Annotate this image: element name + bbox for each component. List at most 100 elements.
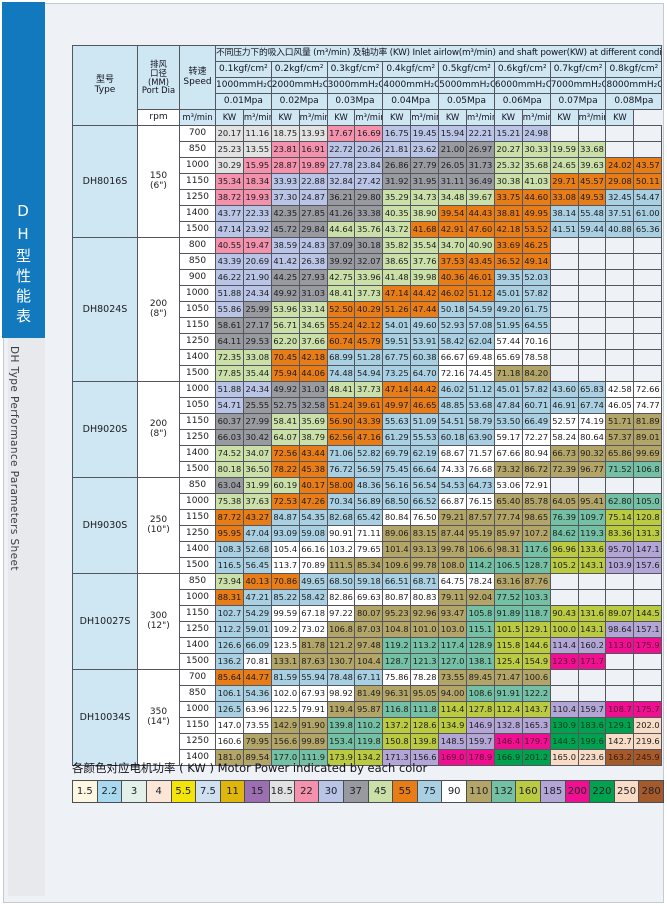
airflow-cell: 109.2 bbox=[270, 621, 300, 638]
shaft-power-cell: 121.3 bbox=[410, 653, 440, 670]
shaft-power-cell: 80.94 bbox=[521, 445, 551, 462]
airflow-cell: 85.97 bbox=[493, 525, 523, 542]
shaft-power-cell: 47.04 bbox=[242, 525, 272, 542]
airflow-cell: 89.07 bbox=[605, 605, 635, 622]
shaft-power-cell: 24.34 bbox=[242, 285, 272, 302]
header-mpa: 0.04Mpa bbox=[382, 93, 440, 110]
shaft-power-cell: 105.8 bbox=[466, 605, 495, 622]
airflow-cell: 123.5 bbox=[270, 637, 300, 654]
shaft-power-cell: 33.38 bbox=[354, 205, 384, 222]
shaft-power-cell: 119.8 bbox=[354, 733, 384, 750]
airflow-cell: 128.7 bbox=[382, 653, 412, 670]
shaft-power-cell: 54.59 bbox=[466, 301, 495, 318]
airflow-cell: 49.97 bbox=[382, 397, 412, 414]
header-mmh2o: 7000mmH₂O bbox=[549, 77, 607, 94]
airflow-cell: 42.35 bbox=[270, 205, 300, 222]
shaft-power-cell: 40.90 bbox=[466, 237, 495, 254]
airflow-cell bbox=[549, 349, 579, 366]
shaft-power-cell bbox=[633, 285, 663, 302]
speed-value: 1150 bbox=[179, 317, 216, 334]
shaft-power-cell: 15.95 bbox=[242, 157, 272, 174]
table-row: 850 43.39 20.69 41.42 26.38 39.92 32.07 38.65 37… bbox=[73, 253, 663, 270]
shaft-power-cell: 223.6 bbox=[577, 749, 607, 766]
shaft-power-cell: 37.76 bbox=[410, 253, 440, 270]
airflow-cell: 21.81 bbox=[382, 141, 412, 158]
shaft-power-cell: 19.93 bbox=[242, 189, 272, 206]
airflow-cell: 51.88 bbox=[215, 285, 244, 302]
airflow-cell: 119.2 bbox=[382, 637, 412, 654]
shaft-power-cell: 52.82 bbox=[354, 445, 384, 462]
airflow-cell: 66.03 bbox=[215, 429, 244, 446]
shaft-power-cell: 45.38 bbox=[298, 461, 328, 478]
airflow-cell: 60.18 bbox=[438, 429, 468, 446]
airflow-cell: 47.14 bbox=[215, 221, 244, 238]
model-name-dh8024s: DH8024S bbox=[72, 237, 138, 382]
airflow-cell: 110.4 bbox=[549, 701, 579, 718]
airflow-cell: 126.5 bbox=[215, 701, 244, 718]
airflow-cell: 58.42 bbox=[438, 333, 468, 350]
airflow-cell: 102.7 bbox=[215, 605, 244, 622]
shaft-power-cell: 30.42 bbox=[242, 429, 272, 446]
shaft-power-cell: 133.6 bbox=[577, 541, 607, 558]
speed-value: 1050 bbox=[179, 397, 216, 414]
airflow-cell: 80.84 bbox=[382, 509, 412, 526]
airflow-cell: 70.45 bbox=[270, 349, 300, 366]
airflow-cell bbox=[549, 333, 579, 350]
airflow-cell bbox=[605, 333, 635, 350]
shaft-power-cell: 144.6 bbox=[521, 637, 551, 654]
header-unit-flow: m³/min bbox=[466, 109, 495, 126]
airflow-cell: 67.75 bbox=[382, 349, 412, 366]
shaft-power-cell: 25.99 bbox=[242, 301, 272, 318]
sidebar-subtitle-band: DH Type Performance Parameters Sheet bbox=[8, 338, 45, 896]
shaft-power-cell: 49.53 bbox=[577, 189, 607, 206]
airflow-cell: 40.35 bbox=[382, 205, 412, 222]
shaft-power-cell: 35.76 bbox=[354, 221, 384, 238]
airflow-cell bbox=[549, 301, 579, 318]
shaft-power-cell: 104.4 bbox=[354, 653, 384, 670]
airflow-cell: 43.39 bbox=[215, 253, 244, 270]
shaft-power-cell: 36.49 bbox=[466, 173, 495, 190]
shaft-power-cell bbox=[633, 125, 663, 142]
sidebar-subtitle-en: DH Type Performance Parameters Sheet bbox=[8, 346, 20, 571]
airflow-cell: 74.33 bbox=[438, 461, 468, 478]
shaft-power-cell: 44.42 bbox=[410, 381, 440, 398]
shaft-power-cell: 113.2 bbox=[410, 637, 440, 654]
airflow-cell: 41.48 bbox=[382, 269, 412, 286]
table-row: 1000 75.38 37.63 72.53 47.26 70.34 56.89 68.50 6… bbox=[73, 493, 663, 510]
shaft-power-cell: 50.11 bbox=[633, 173, 663, 190]
shaft-power-cell: 78.58 bbox=[521, 349, 551, 366]
airflow-cell: 132.8 bbox=[493, 717, 523, 734]
shaft-power-cell: 57.82 bbox=[521, 381, 551, 398]
shaft-power-cell: 89.45 bbox=[466, 669, 495, 686]
shaft-power-cell: 79.91 bbox=[298, 701, 328, 718]
shaft-power-cell: 24.83 bbox=[298, 237, 328, 254]
airflow-cell: 36.52 bbox=[493, 253, 523, 270]
shaft-power-cell: 99.78 bbox=[410, 557, 440, 574]
header-mmh2o: 5000mmH₂O bbox=[438, 77, 495, 94]
shaft-power-cell: 29.84 bbox=[298, 221, 328, 238]
shaft-power-cell: 36.50 bbox=[242, 461, 272, 478]
shaft-power-cell: 72.27 bbox=[521, 429, 551, 446]
speed-value: 1250 bbox=[179, 189, 216, 206]
shaft-power-cell: 98.65 bbox=[521, 509, 551, 526]
airflow-cell: 96.31 bbox=[382, 685, 412, 702]
airflow-cell: 47.14 bbox=[382, 285, 412, 302]
shaft-power-cell: 37.66 bbox=[298, 333, 328, 350]
airflow-cell: 57.44 bbox=[493, 333, 523, 350]
airflow-cell: 111.5 bbox=[326, 557, 356, 574]
shaft-power-cell: 109.7 bbox=[577, 509, 607, 526]
shaft-power-cell: 143.1 bbox=[577, 621, 607, 638]
header-unit-flow: m³/min bbox=[298, 109, 328, 126]
airflow-cell: 38.72 bbox=[215, 189, 244, 206]
shaft-power-cell: 76.50 bbox=[410, 509, 440, 526]
speed-value: 1400 bbox=[179, 541, 216, 558]
airflow-cell: 146.4 bbox=[493, 733, 523, 750]
shaft-power-cell: 128.9 bbox=[466, 637, 495, 654]
legend-swatch: 5.5 bbox=[170, 780, 197, 803]
airflow-cell: 71.18 bbox=[493, 365, 523, 382]
airflow-cell: 62.20 bbox=[270, 333, 300, 350]
header-pressure: 0.3kgf/cm² bbox=[326, 61, 384, 78]
shaft-power-cell: 24.98 bbox=[521, 125, 551, 142]
airflow-cell bbox=[605, 317, 635, 334]
shaft-power-cell: 44.77 bbox=[242, 669, 272, 686]
